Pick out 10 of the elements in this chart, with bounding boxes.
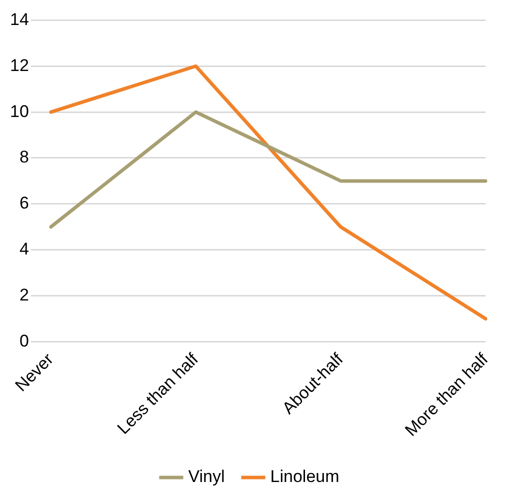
- y-tick-label: 8: [19, 148, 29, 167]
- y-tick-label: 10: [10, 102, 29, 121]
- y-tick-label: 6: [19, 194, 29, 213]
- y-tick-label: 0: [19, 331, 29, 350]
- y-tick-label: 4: [19, 240, 29, 259]
- y-tick-label: 2: [19, 285, 29, 304]
- legend-label: Linoleum: [270, 467, 340, 486]
- y-tick-label: 14: [10, 10, 29, 29]
- y-tick-label: 12: [10, 56, 29, 75]
- legend-label: Vinyl: [188, 467, 225, 486]
